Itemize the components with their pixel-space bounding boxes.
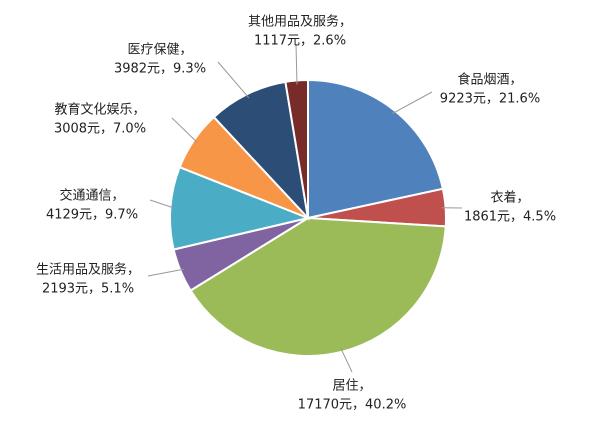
slice-value-label: 1117元，2.6% [254,34,346,49]
leader-line [148,269,184,276]
slice-category-label: 衣着， [490,190,529,206]
slice-category-label: 医疗保健， [127,43,192,58]
slice-value-label: 3982元，9.3% [114,62,206,77]
slice-category-label: 食品烟酒， [457,72,522,88]
slice-category-label: 其他用品及服务， [248,14,352,30]
leader-line [172,118,197,142]
slice-category-label: 生活用品及服务， [36,262,140,278]
slice-category-label: 居住， [332,379,371,394]
slice-value-label: 9223元，21.6% [440,92,540,107]
slice-value-label: 1861元，4.5% [464,210,556,225]
slice-value-label: 4129元，9.7% [46,208,138,223]
slice-category-label: 教育文化娱乐， [54,102,145,118]
slice-value-label: 2193元，5.1% [42,282,134,297]
leader-line [392,92,432,114]
slice-value-label: 3008元，7.0% [54,122,146,137]
leader-line [218,62,249,98]
leader-line [296,44,297,84]
slice-category-label: 交通通信， [59,188,124,204]
slice-value-label: 17170元，40.2% [298,398,407,413]
